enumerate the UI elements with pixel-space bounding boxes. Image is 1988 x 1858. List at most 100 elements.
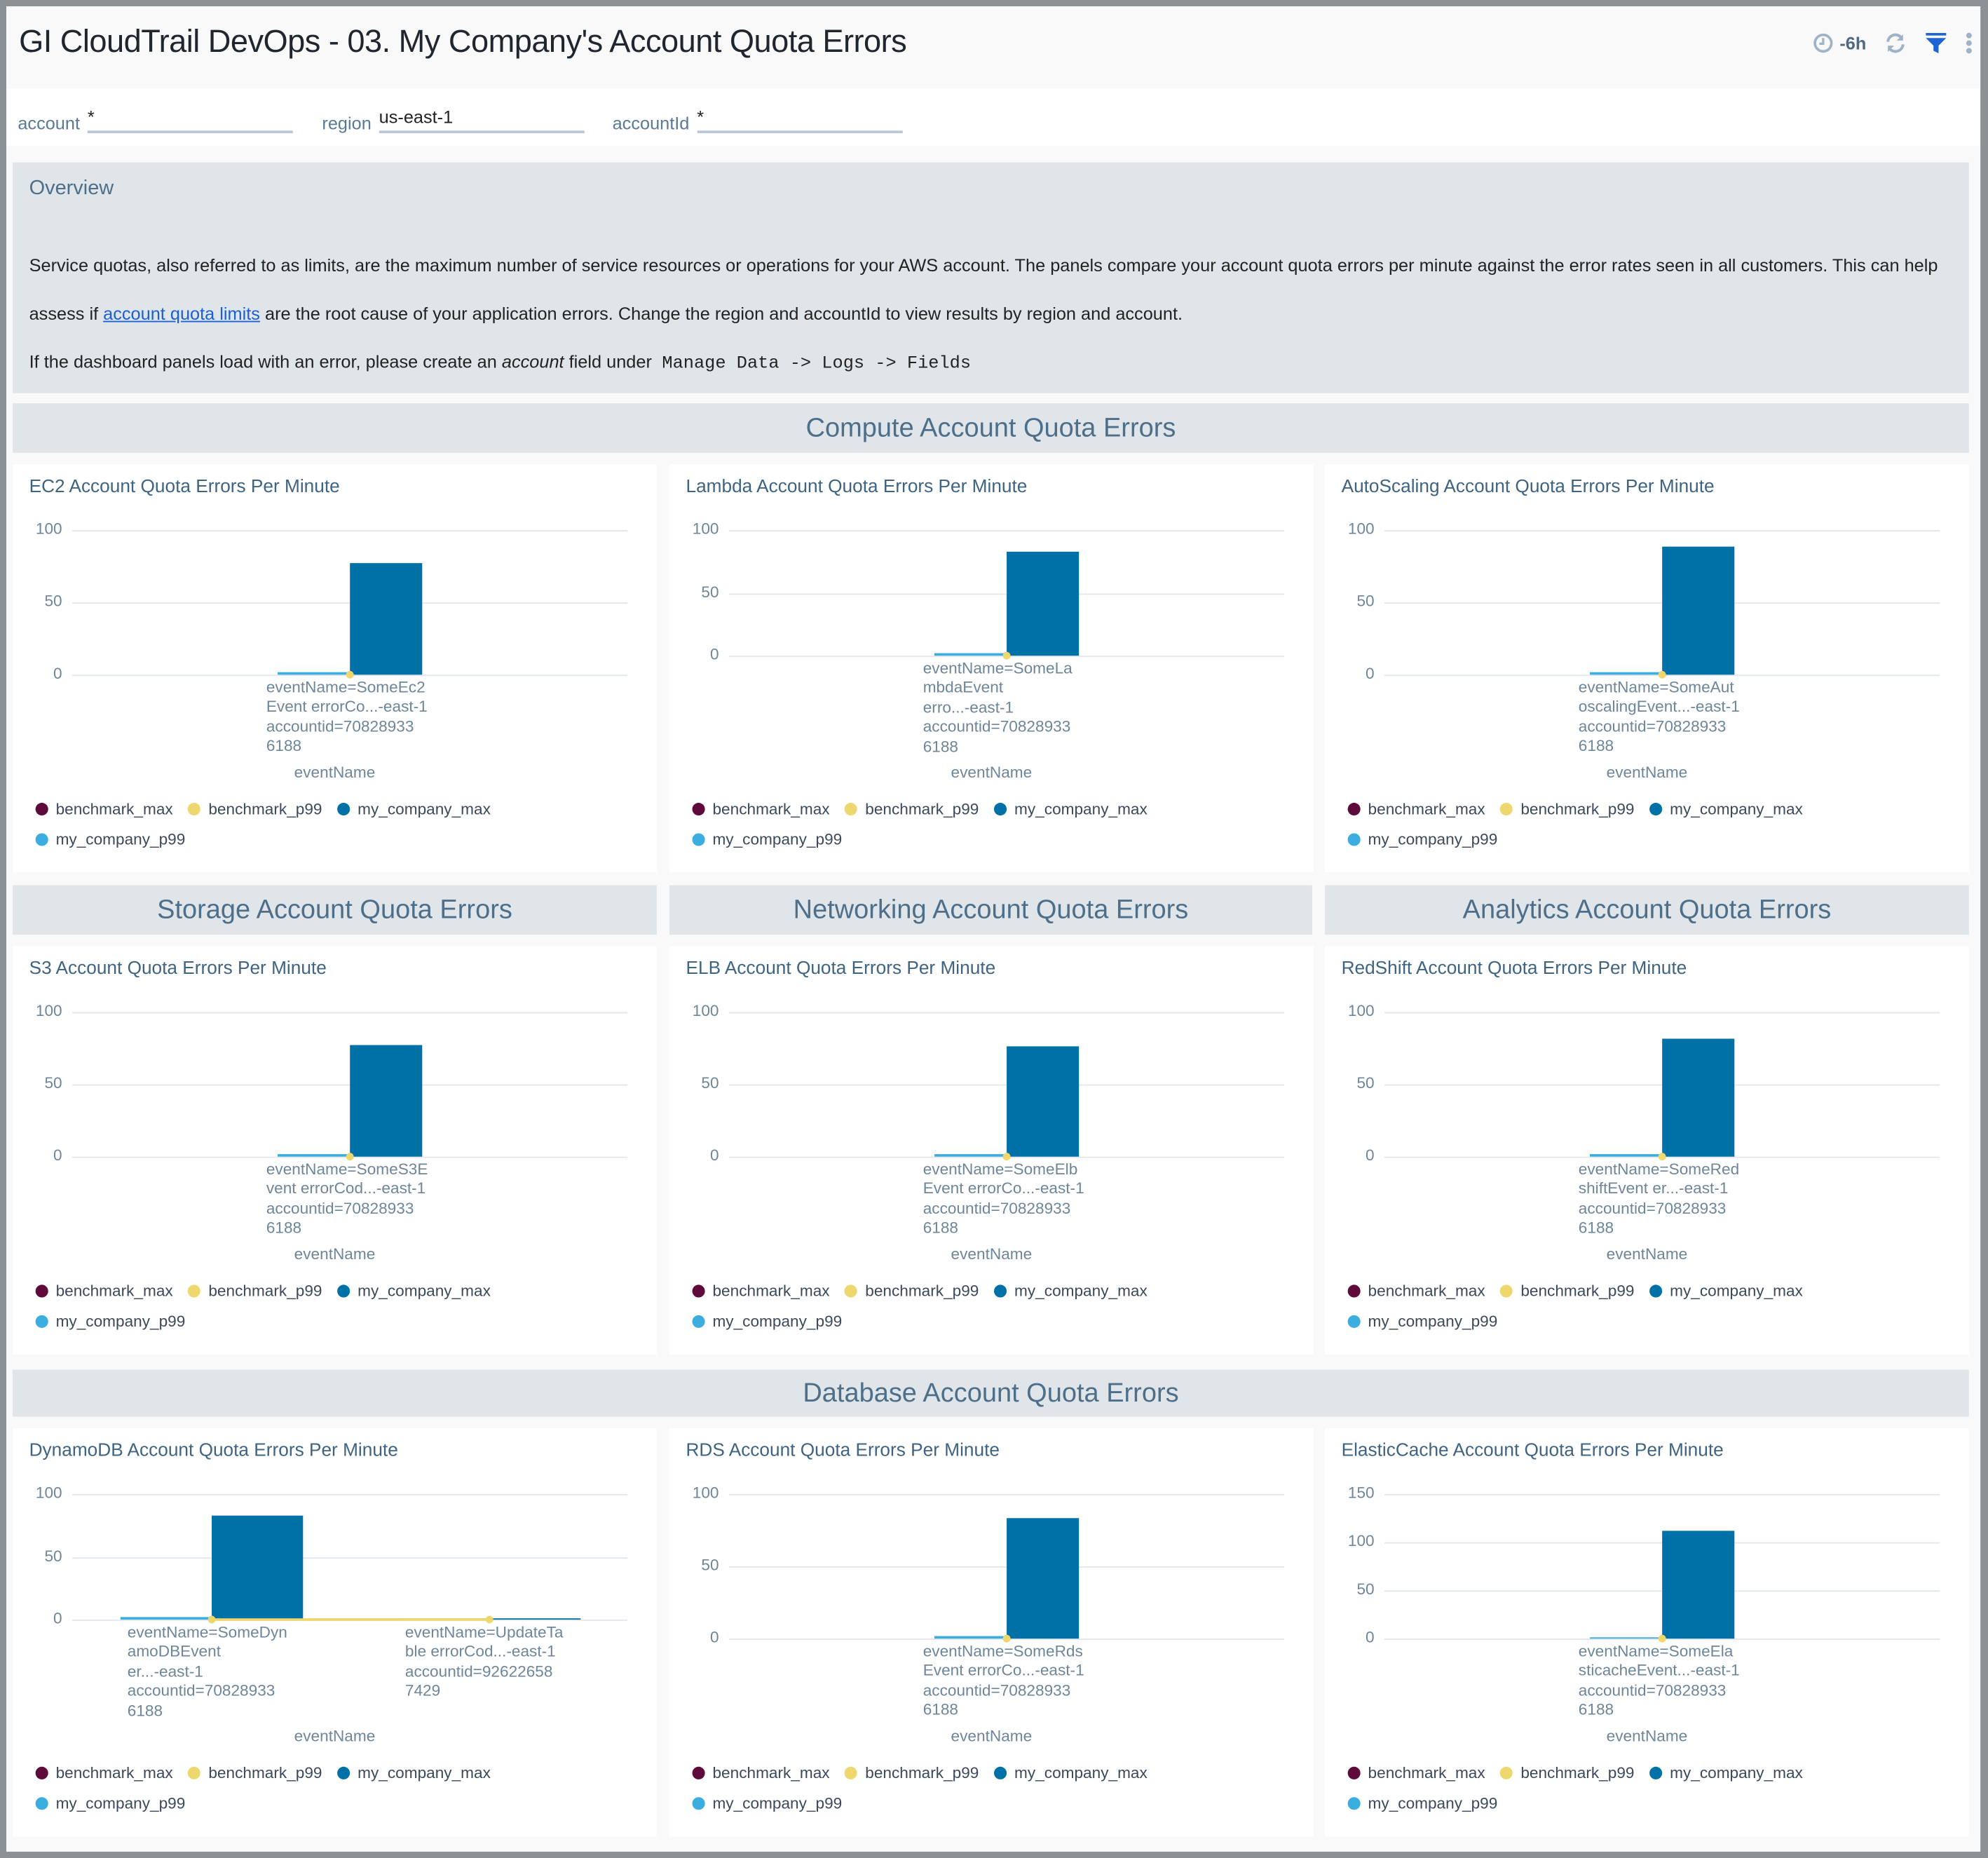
legend-item-benchmark-p99[interactable]: benchmark_p99 bbox=[188, 1763, 322, 1783]
chart-panel[interactable]: RDS Account Quota Errors Per Minute 0 50 10… bbox=[669, 1428, 1314, 1837]
gridline bbox=[72, 1012, 628, 1014]
filter-label: account bbox=[18, 112, 81, 133]
legend-dot-icon bbox=[35, 1766, 48, 1779]
legend-item-benchmark-p99[interactable]: benchmark_p99 bbox=[1500, 1281, 1634, 1301]
filter-bar: account * region us-east-1 accountId * bbox=[6, 88, 1981, 147]
chart-panel[interactable]: Lambda Account Quota Errors Per Minute 0 5… bbox=[669, 464, 1314, 873]
bar-my-company-max[interactable] bbox=[1007, 551, 1080, 656]
bar-my-company-max[interactable] bbox=[489, 1618, 580, 1620]
bar-my-company-p99[interactable] bbox=[934, 1154, 1007, 1157]
legend-item-my-company-p99[interactable]: my_company_p99 bbox=[35, 1311, 185, 1331]
legend-item-benchmark-max[interactable]: benchmark_max bbox=[1347, 799, 1485, 820]
legend-label: benchmark_p99 bbox=[865, 800, 979, 818]
point-benchmark-p99[interactable] bbox=[1002, 651, 1011, 660]
chart-panel[interactable]: EC2 Account Quota Errors Per Minute 0 50 10… bbox=[13, 464, 657, 873]
point-benchmark-p99[interactable] bbox=[1658, 670, 1666, 679]
bar-my-company-p99[interactable] bbox=[119, 1617, 212, 1620]
chart-panel[interactable]: AutoScaling Account Quota Errors Per Min… bbox=[1325, 464, 1969, 873]
point-benchmark-p99[interactable] bbox=[1658, 1634, 1666, 1643]
more-vertical-icon[interactable] bbox=[1965, 32, 1973, 55]
point-benchmark-p99[interactable] bbox=[484, 1615, 493, 1624]
bar-my-company-max[interactable] bbox=[350, 1045, 423, 1157]
bar-my-company-p99[interactable] bbox=[278, 672, 350, 675]
legend-item-my-company-p99[interactable]: my_company_p99 bbox=[1347, 1793, 1497, 1814]
point-benchmark-p99[interactable] bbox=[1002, 1634, 1011, 1643]
bar-my-company-max[interactable] bbox=[1662, 1038, 1735, 1157]
legend-item-benchmark-max[interactable]: benchmark_max bbox=[692, 799, 830, 820]
legend-item-my-company-max[interactable]: my_company_max bbox=[1649, 1281, 1803, 1301]
region-filter[interactable]: region us-east-1 bbox=[322, 107, 585, 133]
legend-item-my-company-max[interactable]: my_company_max bbox=[994, 1281, 1148, 1301]
legend-item-benchmark-p99[interactable]: benchmark_p99 bbox=[188, 799, 322, 820]
legend-item-my-company-max[interactable]: my_company_max bbox=[337, 799, 491, 820]
legend-item-my-company-p99[interactable]: my_company_p99 bbox=[692, 1311, 842, 1331]
legend-item-my-company-max[interactable]: my_company_max bbox=[994, 799, 1148, 820]
bar-my-company-max[interactable] bbox=[211, 1515, 303, 1620]
legend-label: benchmark_p99 bbox=[1520, 1764, 1635, 1782]
legend-item-benchmark-p99[interactable]: benchmark_p99 bbox=[1500, 799, 1634, 820]
accountid-filter[interactable]: accountId * bbox=[613, 107, 903, 133]
bar-my-company-max[interactable] bbox=[350, 563, 423, 675]
bar-my-company-p99[interactable] bbox=[934, 653, 1007, 656]
filter-icon[interactable] bbox=[1925, 32, 1948, 55]
gridline bbox=[1384, 1590, 1940, 1592]
legend-item-my-company-max[interactable]: my_company_max bbox=[994, 1763, 1148, 1783]
legend-item-my-company-max[interactable]: my_company_max bbox=[337, 1763, 491, 1783]
point-benchmark-p99[interactable] bbox=[346, 670, 354, 679]
legend-item-benchmark-max[interactable]: benchmark_max bbox=[35, 1763, 173, 1783]
legend-item-benchmark-p99[interactable]: benchmark_p99 bbox=[1500, 1763, 1634, 1783]
legend-label: my_company_max bbox=[1014, 1282, 1148, 1301]
legend-item-my-company-p99[interactable]: my_company_p99 bbox=[35, 829, 185, 850]
chart-panel[interactable]: S3 Account Quota Errors Per Minute 0 50 100… bbox=[13, 946, 657, 1355]
legend-item-benchmark-max[interactable]: benchmark_max bbox=[692, 1281, 830, 1301]
point-benchmark-p99[interactable] bbox=[346, 1153, 354, 1161]
bar-my-company-p99[interactable] bbox=[278, 1153, 350, 1157]
chart-panel[interactable]: ELB Account Quota Errors Per Minute 0 50 10… bbox=[669, 946, 1314, 1355]
legend-dot-icon bbox=[35, 1315, 48, 1328]
bar-my-company-max[interactable] bbox=[1007, 1046, 1080, 1157]
legend-item-my-company-max[interactable]: my_company_max bbox=[1649, 1763, 1803, 1783]
legend-item-my-company-p99[interactable]: my_company_p99 bbox=[1347, 1311, 1497, 1331]
bar-my-company-p99[interactable] bbox=[1590, 1153, 1663, 1157]
legend-item-benchmark-max[interactable]: benchmark_max bbox=[692, 1763, 830, 1783]
chart-panel[interactable]: RedShift Account Quota Errors Per Minute… bbox=[1325, 946, 1969, 1355]
legend-item-benchmark-p99[interactable]: benchmark_p99 bbox=[188, 1281, 322, 1301]
account-filter[interactable]: account * bbox=[18, 107, 293, 133]
legend-label: benchmark_max bbox=[712, 1282, 830, 1301]
legend-item-my-company-max[interactable]: my_company_max bbox=[1649, 799, 1803, 820]
chart-panel[interactable]: DynamoDB Account Quota Errors Per Minute… bbox=[13, 1428, 657, 1837]
y-tick-label: 0 bbox=[1366, 664, 1375, 683]
legend-item-my-company-p99[interactable]: my_company_p99 bbox=[35, 1793, 186, 1814]
bar-my-company-max[interactable] bbox=[1662, 1531, 1735, 1639]
region-filter-input[interactable]: us-east-1 bbox=[379, 107, 585, 133]
overview-note-code: Manage Data -> Logs -> Fields bbox=[662, 353, 972, 374]
legend-item-benchmark-max[interactable]: benchmark_max bbox=[1347, 1281, 1485, 1301]
point-benchmark-p99[interactable] bbox=[1658, 1153, 1666, 1161]
legend-item-my-company-p99[interactable]: my_company_p99 bbox=[692, 1793, 842, 1814]
legend-item-my-company-p99[interactable]: my_company_p99 bbox=[1347, 829, 1497, 850]
account-quota-limits-link[interactable]: account quota limits bbox=[103, 303, 260, 324]
bar-my-company-max[interactable] bbox=[1007, 1518, 1080, 1639]
legend-item-benchmark-max[interactable]: benchmark_max bbox=[1347, 1763, 1485, 1783]
x-tick-label: eventName=SomeLa mbdaEvent erro...-east-… bbox=[922, 659, 1073, 756]
bar-my-company-p99[interactable] bbox=[1590, 672, 1663, 675]
accountid-filter-input[interactable]: * bbox=[697, 107, 903, 133]
bar-my-company-p99[interactable] bbox=[1590, 1637, 1663, 1639]
chart-panel[interactable]: ElasticCache Account Quota Errors Per Mi… bbox=[1325, 1428, 1969, 1837]
legend-item-my-company-max[interactable]: my_company_max bbox=[337, 1281, 491, 1301]
bar-my-company-p99[interactable] bbox=[934, 1635, 1007, 1639]
legend-label: benchmark_p99 bbox=[208, 1282, 322, 1301]
legend-label: my_company_p99 bbox=[55, 1794, 186, 1812]
legend-item-benchmark-p99[interactable]: benchmark_p99 bbox=[845, 1763, 979, 1783]
bar-my-company-max[interactable] bbox=[1662, 545, 1735, 675]
refresh-icon[interactable] bbox=[1884, 32, 1907, 55]
legend-item-my-company-p99[interactable]: my_company_p99 bbox=[692, 829, 842, 850]
point-benchmark-p99[interactable] bbox=[1002, 1153, 1011, 1161]
legend-item-benchmark-max[interactable]: benchmark_max bbox=[35, 799, 173, 820]
legend-item-benchmark-p99[interactable]: benchmark_p99 bbox=[845, 799, 979, 820]
legend-item-benchmark-p99[interactable]: benchmark_p99 bbox=[845, 1281, 979, 1301]
legend-item-benchmark-max[interactable]: benchmark_max bbox=[35, 1281, 173, 1301]
time-range-label: -6h bbox=[1839, 33, 1867, 53]
account-filter-input[interactable]: * bbox=[87, 107, 293, 133]
time-range-button[interactable]: -6h bbox=[1813, 33, 1866, 53]
